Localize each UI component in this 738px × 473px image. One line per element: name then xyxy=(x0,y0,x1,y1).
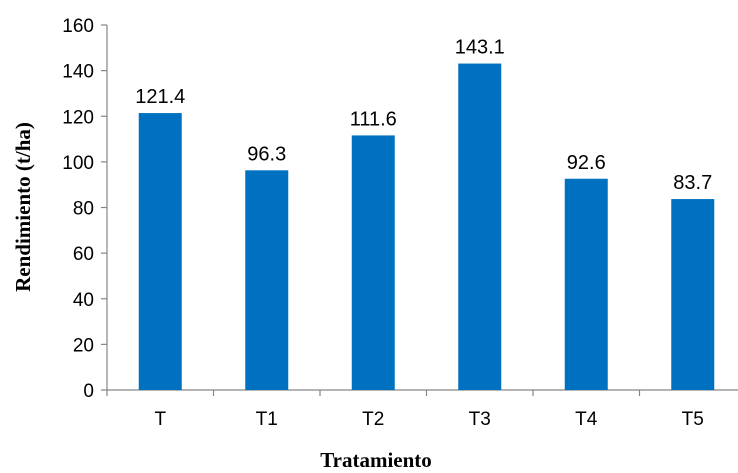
y-tick-label: 140 xyxy=(62,62,94,83)
data-label: 83.7 xyxy=(673,172,712,194)
y-tick-label: 160 xyxy=(62,16,94,37)
x-tick-label: T1 xyxy=(256,409,278,430)
bar xyxy=(351,135,395,390)
bar xyxy=(245,170,289,390)
y-axis-title: Rendimiento (t/ha) xyxy=(11,122,35,292)
y-tick-label: 120 xyxy=(62,107,94,128)
y-tick-label: 80 xyxy=(73,199,94,220)
data-label: 92.6 xyxy=(567,152,606,174)
x-tick-label: T5 xyxy=(682,409,704,430)
x-tick-label: T xyxy=(154,409,166,430)
data-label: 143.1 xyxy=(455,37,505,59)
bar xyxy=(458,63,502,390)
x-tick-label: T4 xyxy=(575,409,598,430)
labels: 0 20 40 60 80 100 120 140 160 121.4 T 96.3 T1 111.6 T2… xyxy=(62,16,712,430)
y-tick-label: 40 xyxy=(73,290,94,311)
y-tick-label: 20 xyxy=(73,335,94,356)
y-tick-label: 60 xyxy=(73,244,94,265)
axes xyxy=(101,24,738,396)
y-tick-label: 0 xyxy=(83,381,94,402)
x-tick-label: T2 xyxy=(362,409,384,430)
data-label: 111.6 xyxy=(350,108,397,130)
data-label: 96.3 xyxy=(247,143,286,165)
x-tick-label: T3 xyxy=(469,409,491,430)
bar xyxy=(138,113,182,391)
x-axis-title: Tratamiento xyxy=(320,448,432,472)
bar xyxy=(564,178,608,390)
y-tick-label: 100 xyxy=(62,153,94,174)
bar xyxy=(671,199,715,390)
bars xyxy=(138,63,715,391)
data-label: 121.4 xyxy=(135,86,185,108)
